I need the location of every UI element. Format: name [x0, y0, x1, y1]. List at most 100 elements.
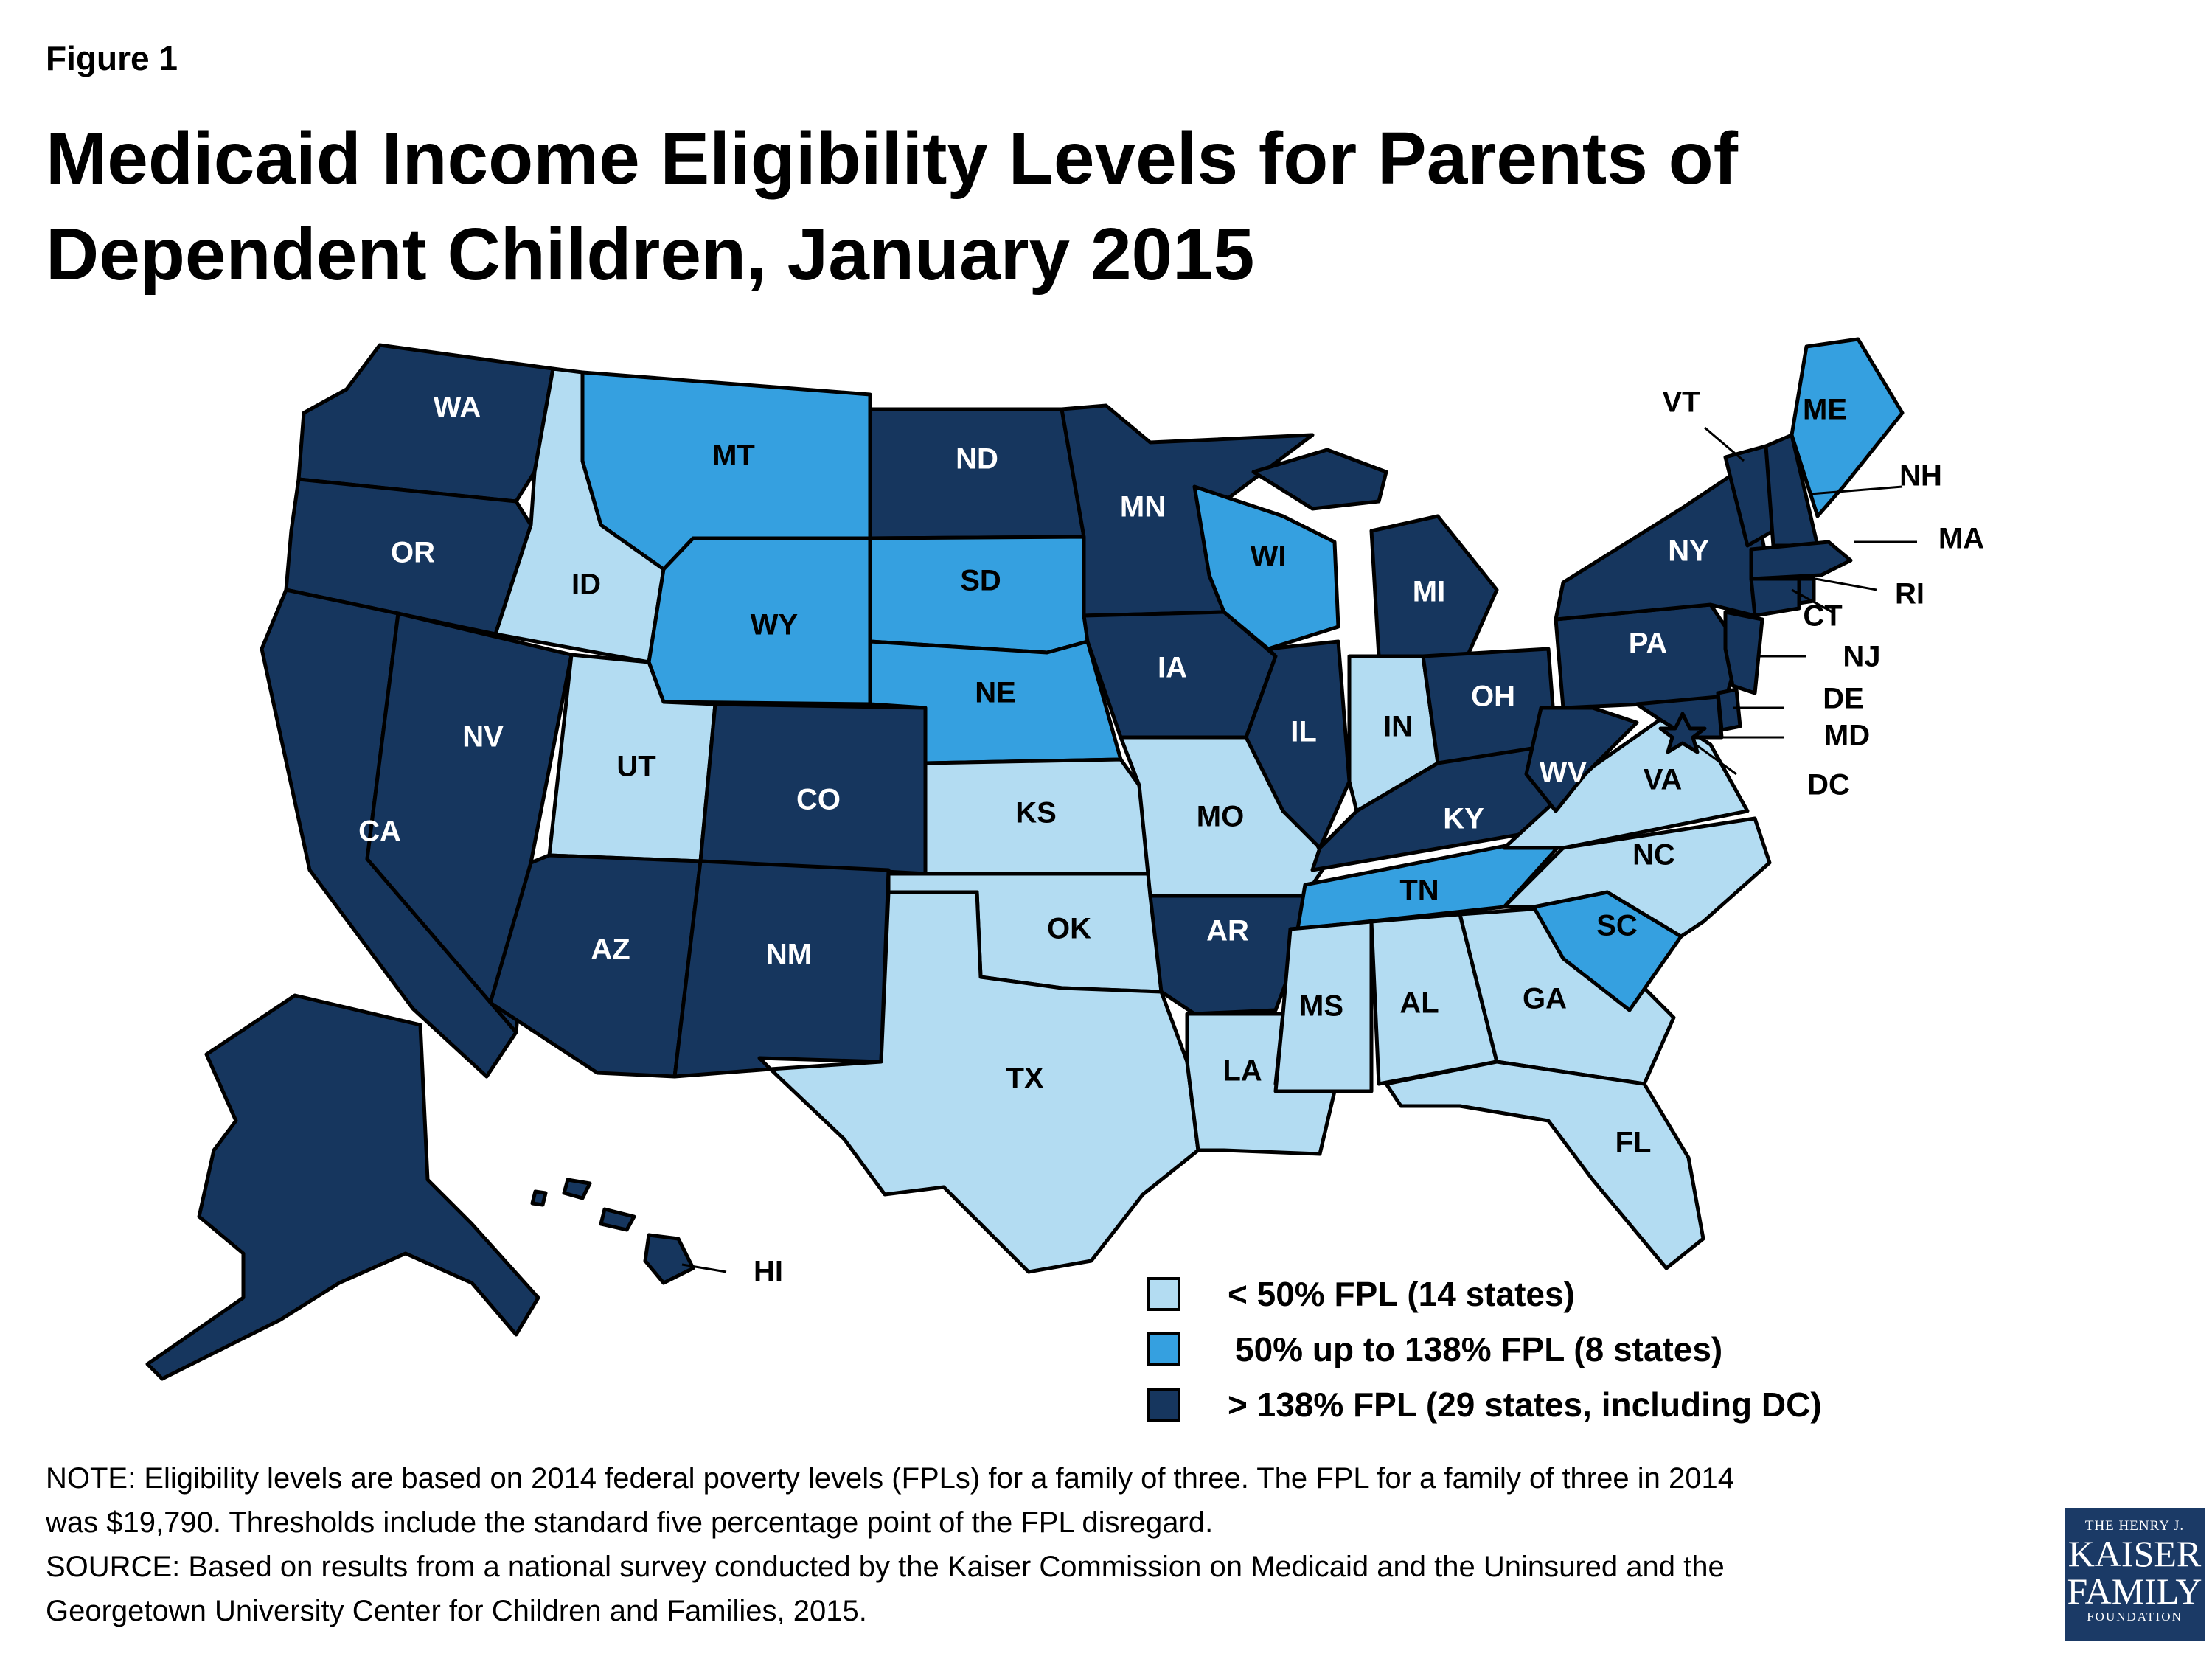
legend-item-high: [1147, 1386, 1180, 1423]
label-ga: GA: [1523, 983, 1567, 1015]
footnotes: NOTE: Eligibility levels are based on 20…: [46, 1456, 2037, 1633]
callout-lines: [681, 426, 1917, 1273]
label-co: CO: [796, 784, 841, 816]
label-al: AL: [1399, 987, 1439, 1020]
state-MS[interactable]: [1273, 919, 1374, 1093]
label-oh: OH: [1471, 681, 1515, 713]
label-wa: WA: [434, 392, 481, 424]
legend-item-mid: [1147, 1331, 1180, 1368]
state-WA[interactable]: [296, 343, 555, 504]
label-mt: MT: [712, 439, 755, 472]
state-AK[interactable]: [145, 993, 540, 1381]
label-tn: TN: [1399, 874, 1439, 907]
state-TX[interactable]: [768, 890, 1200, 1274]
label-sc: SC: [1596, 910, 1638, 942]
label-va: VA: [1644, 764, 1683, 796]
label-mn: MN: [1120, 491, 1166, 524]
title-line-1: Medicaid Income Eligibility Levels for P…: [46, 117, 1739, 200]
state-WI[interactable]: [1192, 484, 1340, 651]
label-wv: WV: [1540, 757, 1587, 789]
label-de: DE: [1823, 683, 1864, 715]
state-DC[interactable]: [1658, 712, 1707, 754]
label-nc: NC: [1632, 839, 1675, 872]
label-ks: KS: [1015, 797, 1057, 830]
label-wy: WY: [751, 609, 799, 641]
state-CT[interactable]: [1749, 577, 1801, 618]
label-ri: RI: [1895, 578, 1924, 611]
label-ne: NE: [975, 677, 1016, 709]
label-ok: OK: [1047, 913, 1091, 945]
logo-line-3: FAMILY: [2067, 1571, 2202, 1612]
state-labels: WA OR CA NV ID MT WY UT CO AZ NM ND SD NE KS OK TX MN IA MO…: [358, 386, 1984, 1288]
state-MI-UP[interactable]: [1251, 448, 1388, 511]
legend-label-mid: 50% up to 138% FPL (8 states): [1235, 1330, 1723, 1368]
note-line-1: NOTE: Eligibility levels are based on 20…: [46, 1462, 1734, 1495]
figure-title: Medicaid Income Eligibility Levels for P…: [46, 111, 2037, 302]
label-dc: DC: [1807, 769, 1850, 801]
label-la: LA: [1222, 1055, 1262, 1088]
label-ar: AR: [1206, 915, 1249, 947]
state-HI-3[interactable]: [562, 1178, 592, 1200]
callout-line-hi: [681, 1263, 727, 1273]
label-wi: WI: [1251, 540, 1287, 573]
legend-swatch-low: [1147, 1277, 1180, 1311]
state-MI[interactable]: [1369, 514, 1499, 658]
state-FL[interactable]: [1384, 1060, 1705, 1270]
label-mi: MI: [1413, 576, 1445, 608]
label-ia: IA: [1158, 652, 1187, 684]
label-tx: TX: [1006, 1062, 1043, 1095]
state-AZ[interactable]: [488, 853, 703, 1079]
label-ct: CT: [1803, 600, 1842, 633]
label-nj: NJ: [1843, 641, 1880, 673]
callout-line-ct: [1791, 588, 1833, 613]
legend-swatch-high: [1147, 1388, 1180, 1422]
label-nd: ND: [956, 443, 998, 476]
state-HI[interactable]: [643, 1233, 695, 1285]
label-pa: PA: [1629, 627, 1668, 660]
callout-line-dc: [1695, 743, 1737, 776]
state-ME[interactable]: [1790, 337, 1905, 518]
label-id: ID: [571, 568, 601, 601]
state-NM[interactable]: [672, 859, 891, 1079]
label-mo: MO: [1197, 801, 1244, 833]
source-line-2: Georgetown University Center for Childre…: [46, 1595, 867, 1627]
label-ma: MA: [1938, 523, 1984, 555]
label-or: OR: [391, 537, 435, 569]
source-line-1: SOURCE: Based on results from a national…: [46, 1551, 1725, 1583]
state-HI-2[interactable]: [599, 1207, 636, 1232]
legend-label-high: > 138% FPL (29 states, including DC): [1228, 1385, 1822, 1424]
figure-label: Figure 1: [46, 39, 178, 77]
callout-line-nh: [1809, 485, 1903, 495]
logo-line-2: KAISER: [2067, 1533, 2202, 1574]
state-AR[interactable]: [1148, 894, 1307, 1016]
label-me: ME: [1803, 394, 1847, 426]
callout-line-ri: [1815, 577, 1877, 591]
label-il: IL: [1290, 716, 1317, 748]
label-ny: NY: [1668, 535, 1709, 568]
kff-logo: THE HENRY J. KAISER FAMILY FOUNDATION: [2065, 1508, 2205, 1641]
logo-line-1: THE HENRY J.: [2084, 1518, 2185, 1534]
label-vt: VT: [1662, 386, 1700, 419]
note-line-2: was $19,790. Thresholds include the stan…: [46, 1506, 1214, 1539]
legend-label-low: < 50% FPL (14 states): [1228, 1275, 1575, 1313]
callout-line-vt: [1704, 426, 1745, 462]
state-MA[interactable]: [1749, 540, 1853, 581]
label-ut: UT: [616, 751, 655, 783]
state-NJ[interactable]: [1723, 610, 1764, 695]
label-ky: KY: [1443, 803, 1484, 835]
label-nh: NH: [1899, 460, 1942, 493]
logo-line-4: FOUNDATION: [2087, 1610, 2183, 1624]
state-HI-4[interactable]: [530, 1189, 548, 1207]
label-nv: NV: [462, 721, 504, 754]
legend-item-low: [1147, 1276, 1180, 1312]
title-line-2: Dependent Children, January 2015: [46, 213, 1255, 296]
label-nm: NM: [766, 939, 812, 971]
label-az: AZ: [591, 933, 630, 966]
state-IL[interactable]: [1244, 639, 1352, 850]
legend-swatch-mid: [1147, 1332, 1180, 1366]
label-md: MD: [1824, 720, 1870, 752]
label-ms: MS: [1299, 990, 1343, 1023]
label-sd: SD: [960, 565, 1001, 597]
label-fl: FL: [1615, 1127, 1652, 1159]
